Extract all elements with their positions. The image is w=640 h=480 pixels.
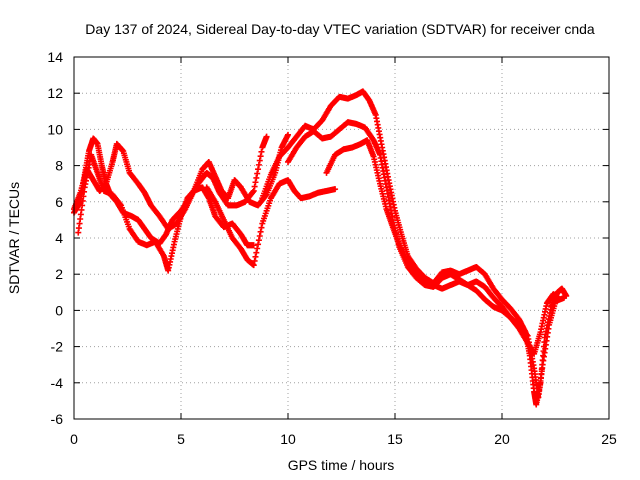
series-track-4 xyxy=(203,177,339,269)
x-tick-label: 15 xyxy=(387,431,403,447)
x-tick-label: 20 xyxy=(494,431,510,447)
data-point xyxy=(255,241,262,248)
data-point xyxy=(253,249,260,256)
x-tick-label: 25 xyxy=(601,431,617,447)
data-point xyxy=(257,153,264,160)
data-point xyxy=(256,157,263,164)
series-track-7 xyxy=(323,137,568,401)
data-point xyxy=(250,262,257,269)
y-tick-label: 4 xyxy=(55,230,63,246)
data-points xyxy=(71,88,570,408)
data-point xyxy=(251,183,258,190)
data-point xyxy=(254,170,261,177)
y-tick-label: 0 xyxy=(55,302,63,318)
data-point xyxy=(251,257,258,264)
data-point xyxy=(256,233,263,240)
x-tick-label: 5 xyxy=(177,431,185,447)
data-point xyxy=(332,186,339,193)
data-point xyxy=(253,174,260,181)
data-point xyxy=(249,189,256,196)
data-point xyxy=(285,131,291,138)
data-point xyxy=(258,148,265,155)
data-point xyxy=(250,242,257,249)
x-tick-label: 0 xyxy=(70,431,78,447)
y-tick-label: 2 xyxy=(55,266,63,282)
data-point xyxy=(255,237,262,244)
data-point xyxy=(561,294,568,301)
plot-frame xyxy=(73,56,610,420)
y-axis-label: SDTVAR / TECUs xyxy=(6,182,22,294)
data-point xyxy=(250,187,257,194)
y-tick-label: -4 xyxy=(51,375,64,391)
chart-title: Day 137 of 2024, Sidereal Day-to-day VTE… xyxy=(85,21,595,37)
data-point xyxy=(255,161,262,168)
y-tick-label: 8 xyxy=(55,158,63,174)
data-point xyxy=(263,133,270,140)
data-point xyxy=(258,224,265,231)
y-tick-label: 10 xyxy=(47,121,63,137)
x-axis-label: GPS time / hours xyxy=(288,457,395,473)
series-track-5 xyxy=(259,88,570,408)
data-point xyxy=(255,166,262,173)
y-tick-label: -2 xyxy=(51,339,64,355)
x-tick-label: 10 xyxy=(280,431,296,447)
y-tick-label: 12 xyxy=(47,85,63,101)
data-point xyxy=(523,331,530,338)
data-point xyxy=(117,201,124,208)
data-point xyxy=(257,228,264,235)
axis-ticks: 0 5 10 15 20 25 -6 -4 -2 0 2 4 6 8 10 12 14 xyxy=(47,49,617,447)
data-point xyxy=(254,245,261,252)
y-tick-label: 6 xyxy=(55,194,63,210)
y-tick-label: 14 xyxy=(47,49,63,65)
data-point xyxy=(252,253,259,260)
y-tick-label: -6 xyxy=(51,411,64,427)
data-point xyxy=(252,179,259,186)
